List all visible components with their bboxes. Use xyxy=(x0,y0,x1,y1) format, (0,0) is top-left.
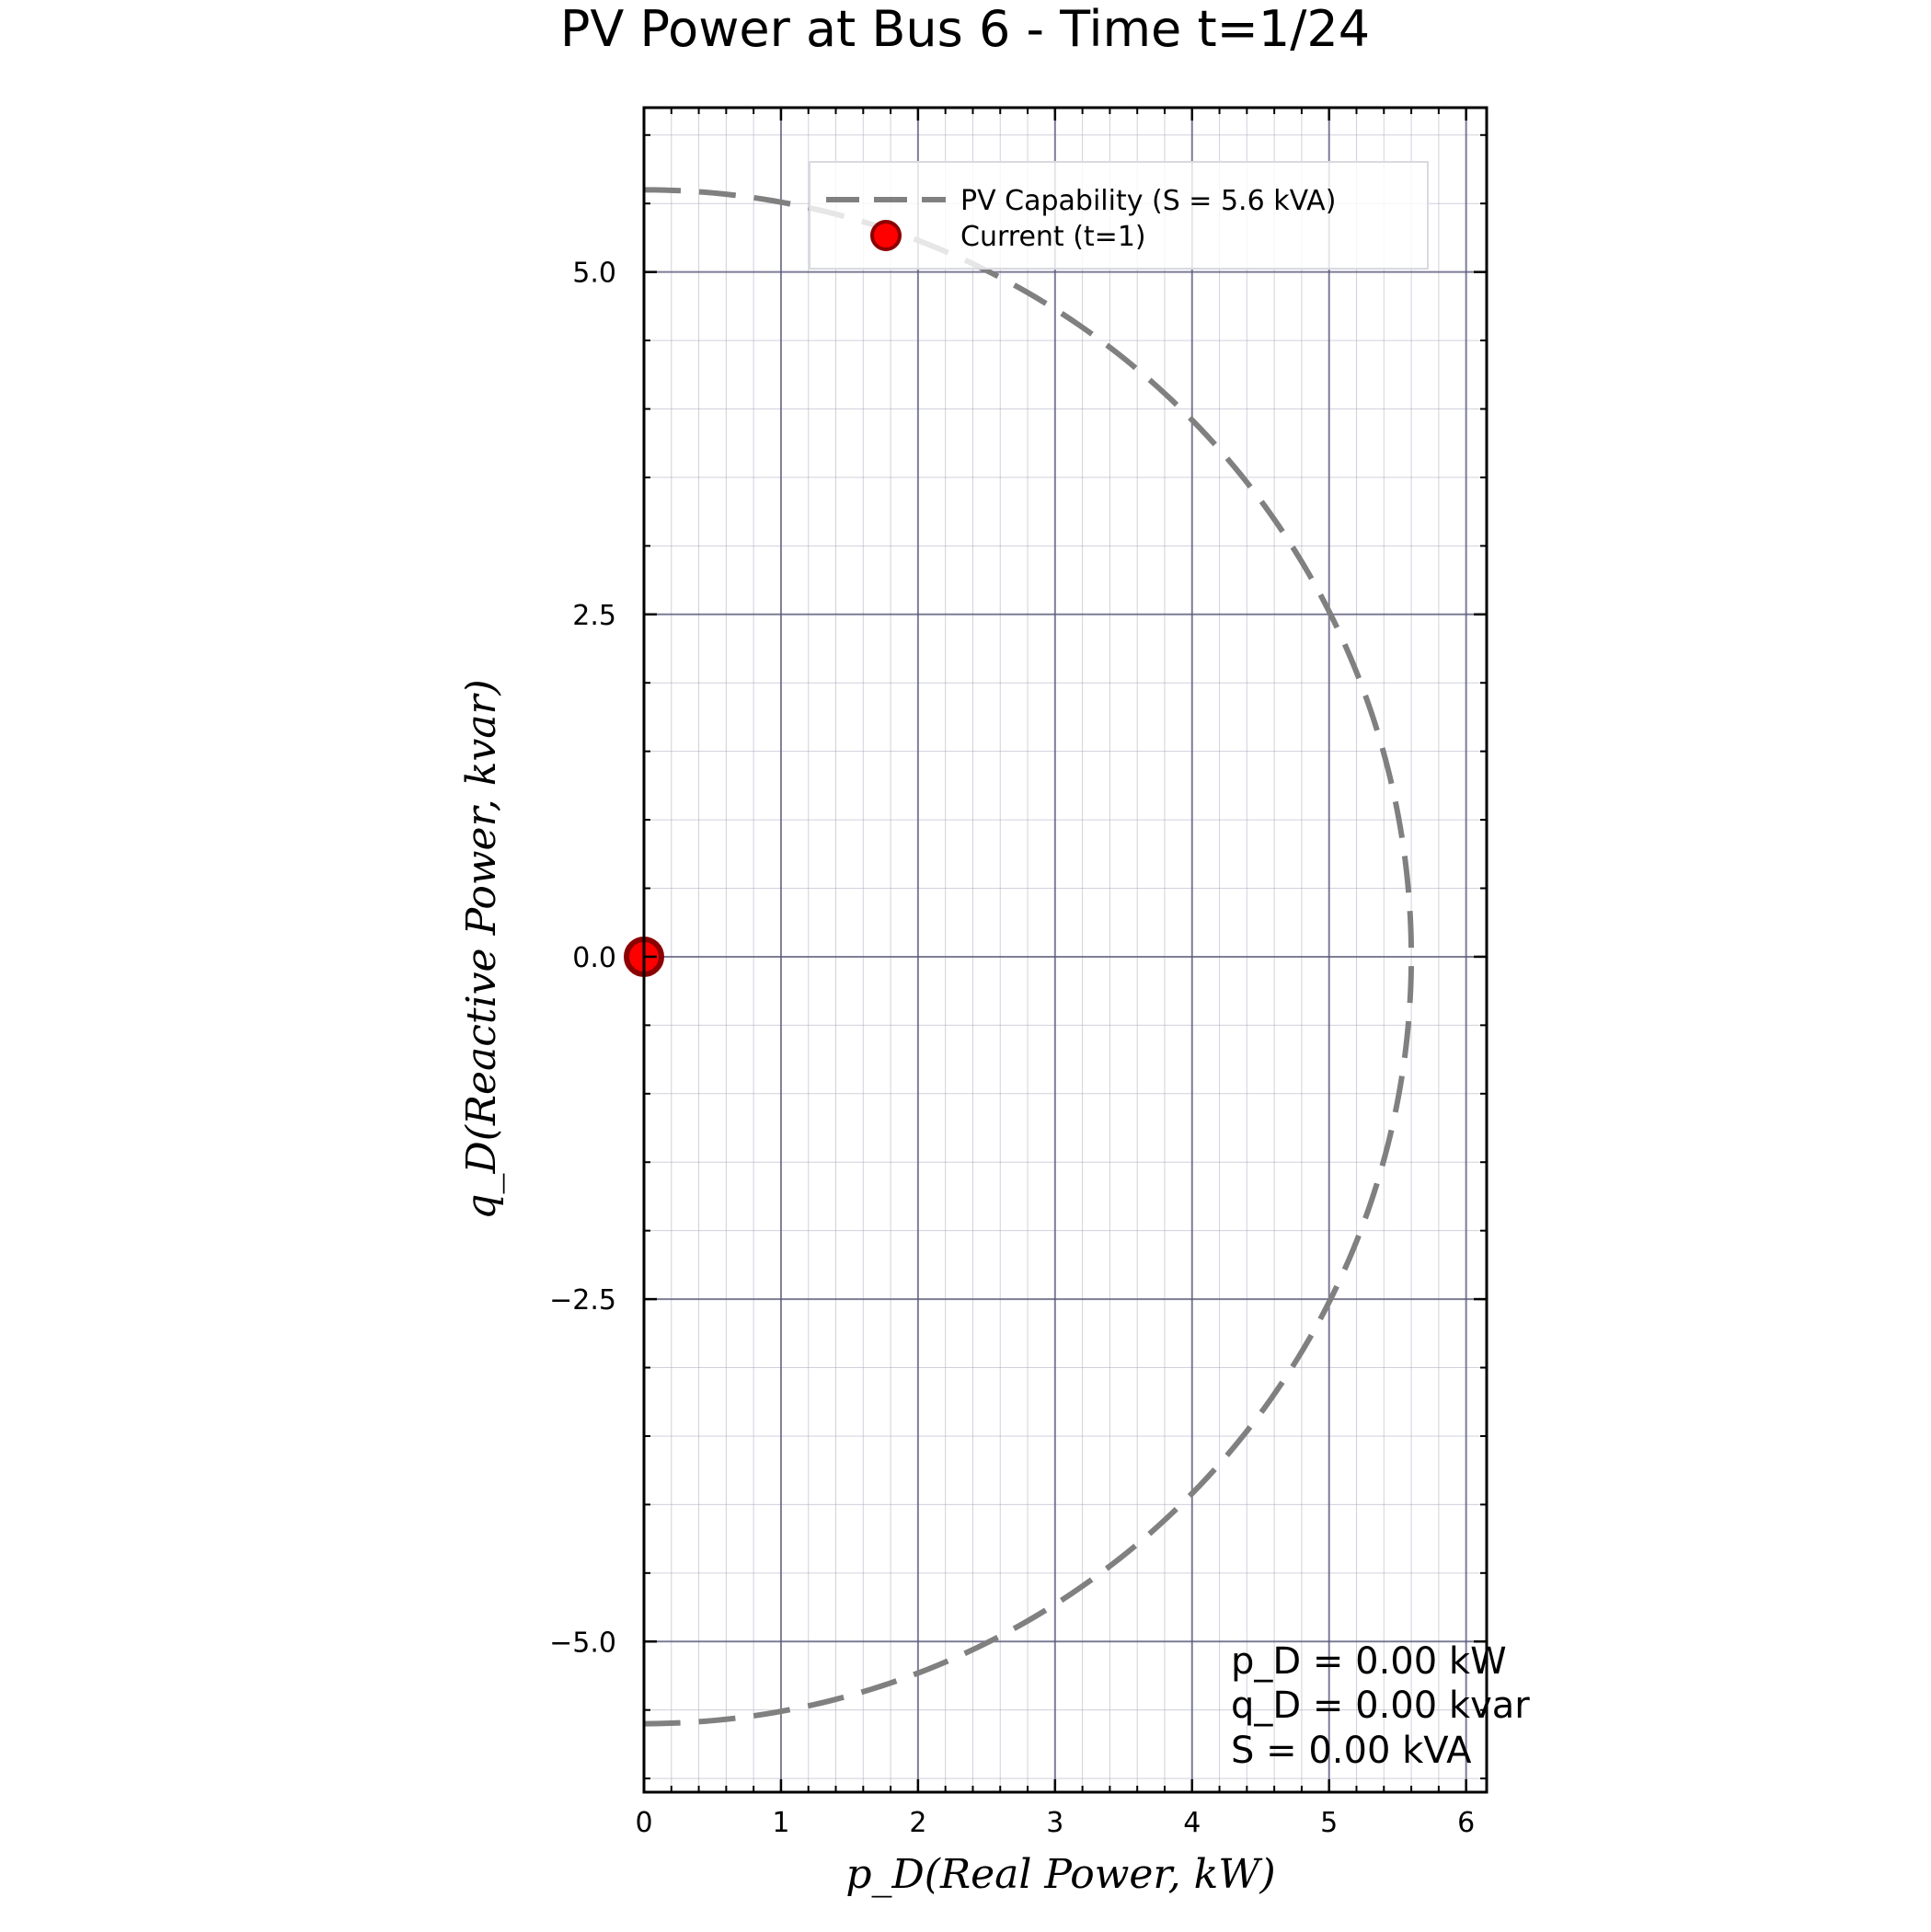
x-tick-label: 4 xyxy=(1183,1807,1201,1839)
pv-capability-curve xyxy=(643,187,1415,1727)
legend-label-capability: PV Capability (S = 5.6 kVA) xyxy=(960,185,1336,217)
annotation-q: q_D = 0.00 kvar xyxy=(1231,1685,1530,1727)
x-tick-labels: 0 1 2 3 4 5 6 xyxy=(635,1807,1475,1839)
x-tick-label: 5 xyxy=(1320,1807,1338,1839)
x-axis-label: p_D(Real Power, kW) xyxy=(845,1851,1275,1898)
major-grid xyxy=(643,108,1487,1792)
y-tick-label: −2.5 xyxy=(549,1284,616,1317)
annotation-p: p_D = 0.00 kW xyxy=(1231,1640,1507,1683)
axis-ticks xyxy=(642,108,1487,1792)
legend-swatch-current xyxy=(870,220,902,251)
legend-box xyxy=(809,161,1429,270)
x-tick-label: 1 xyxy=(772,1807,789,1839)
annotation-s: S = 0.00 kVA xyxy=(1231,1730,1472,1772)
x-tick-label: 3 xyxy=(1046,1807,1063,1839)
legend-label-current: Current (t=1) xyxy=(960,221,1146,253)
y-tick-label: 2.5 xyxy=(572,600,616,632)
y-tick-labels: 5.0 2.5 0.0 −2.5 −5.0 xyxy=(549,258,616,1660)
pv-capability-curve-group xyxy=(643,187,1415,1727)
y-tick-label: 0.0 xyxy=(572,942,616,974)
x-tick-label: 2 xyxy=(909,1807,926,1839)
y-axis-label: q_D(Reactive Power, kvar) xyxy=(458,679,505,1219)
chart-title: PV Power at Bus 6 - Time t=1/24 xyxy=(560,0,1370,58)
y-tick-label: 5.0 xyxy=(572,258,616,290)
x-tick-label: 6 xyxy=(1457,1807,1475,1839)
legend: PV Capability (S = 5.6 kVA) Current (t=1… xyxy=(809,161,1429,270)
annotation-box: p_D = 0.00 kW q_D = 0.00 kvar S = 0.00 k… xyxy=(1231,1640,1530,1772)
x-tick-label: 0 xyxy=(635,1807,652,1839)
plot-frame xyxy=(642,106,1488,1794)
y-tick-label: −5.0 xyxy=(549,1627,616,1659)
minor-grid xyxy=(643,108,1487,1792)
